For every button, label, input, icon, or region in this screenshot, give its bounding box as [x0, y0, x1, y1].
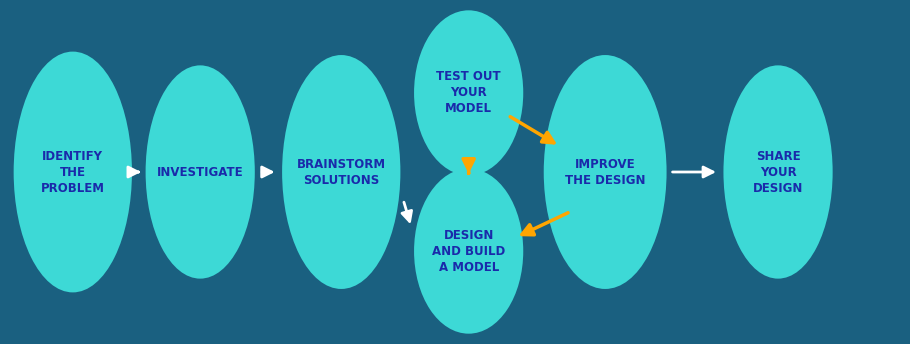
Ellipse shape [414, 10, 523, 175]
Text: IMPROVE
THE DESIGN: IMPROVE THE DESIGN [565, 158, 645, 186]
Ellipse shape [414, 169, 523, 334]
Text: TEST OUT
YOUR
MODEL: TEST OUT YOUR MODEL [436, 71, 501, 115]
Ellipse shape [14, 52, 132, 292]
Text: INVESTIGATE: INVESTIGATE [157, 165, 244, 179]
Text: BRAINSTORM
SOLUTIONS: BRAINSTORM SOLUTIONS [297, 158, 386, 186]
Ellipse shape [146, 65, 255, 279]
Text: IDENTIFY
THE
PROBLEM: IDENTIFY THE PROBLEM [41, 150, 105, 194]
Ellipse shape [282, 55, 400, 289]
Ellipse shape [544, 55, 666, 289]
Text: DESIGN
AND BUILD
A MODEL: DESIGN AND BUILD A MODEL [432, 229, 505, 273]
Ellipse shape [723, 65, 833, 279]
Text: SHARE
YOUR
DESIGN: SHARE YOUR DESIGN [753, 150, 804, 194]
